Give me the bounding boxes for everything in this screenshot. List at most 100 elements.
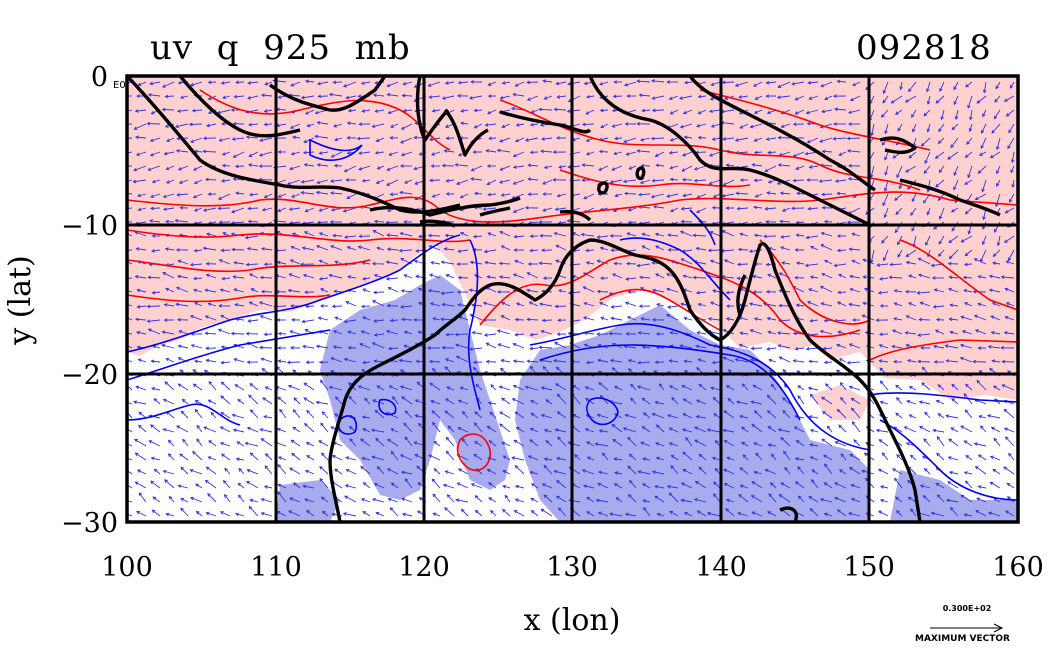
wind-vector-head [151,249,155,253]
wind-vector-head [612,438,617,443]
wind-vector-head [277,346,281,350]
wind-vector-head [401,317,405,322]
wind-vector-head [898,185,903,190]
wind-vector [723,137,735,140]
wind-vector [878,510,889,517]
wind-vector-head [527,177,532,181]
wind-vector [726,164,735,167]
wind-vector [259,347,273,349]
wind-vector-head [893,359,897,364]
wind-vector [542,179,553,185]
wind-vector-head [911,128,916,133]
wind-vector-head [624,413,629,418]
wind-vector-head [698,383,703,388]
wind-vector [755,95,763,100]
wind-vector [882,95,889,104]
wind-vector-head [614,136,618,141]
wind-vector [487,232,497,237]
wind-vector-head [304,290,308,295]
wind-vector-head [903,426,908,430]
wind-vector [881,235,889,244]
wind-vector [889,276,903,279]
wind-vector-head [290,245,295,250]
wind-vector-head [919,301,924,305]
wind-vector [974,258,987,265]
wind-vector-head [317,94,322,99]
wind-vector-head [567,331,572,336]
wind-vector-head [921,366,926,371]
wind-vector [987,414,1001,419]
wind-vector-head [122,512,125,515]
wind-vector [152,509,161,517]
wind-vector-head [836,234,841,238]
wind-vector-head [684,370,688,374]
wind-vector [656,164,665,167]
wind-vector-head [541,289,545,294]
wind-vector [796,262,805,265]
wind-vector-head [526,97,531,101]
wind-vector [278,360,287,363]
wind-vector-head [918,425,923,430]
wind-vector-head [348,425,353,430]
wind-vector [497,329,511,335]
wind-vector-head [555,383,559,387]
wind-vector-head [444,233,449,238]
wind-vector-head [681,177,686,182]
wind-vector-head [996,170,1000,175]
wind-vector-head [627,359,632,363]
wind-vector-head [221,152,226,156]
wind-vector [994,95,1001,103]
wind-vector [961,494,973,503]
wind-vector-head [179,369,184,373]
wind-vector-head [875,428,880,433]
wind-vector-head [852,82,856,87]
wind-vector [471,483,483,489]
wind-vector-head [765,289,770,294]
wind-vector [584,332,595,335]
wind-vector [852,81,861,86]
wind-vector [127,345,133,349]
wind-vector-head [977,275,982,279]
wind-vector-head [162,194,167,199]
wind-vector-head [414,414,419,418]
wind-vector [293,409,301,419]
wind-vector-head [826,425,831,430]
wind-vector [261,94,273,97]
wind-vector [500,165,511,171]
wind-vector [975,329,987,335]
wind-vector [194,302,203,307]
wind-vector [247,427,259,433]
wind-vector [670,178,679,181]
wind-vector [574,454,581,461]
wind-vector [698,109,707,115]
wind-vector [707,512,721,517]
wind-vector-head [358,167,363,171]
wind-vector-head [193,288,198,293]
wind-vector-head [427,346,431,350]
wind-vector [134,123,147,130]
wind-vector [976,95,987,104]
wind-vector [389,151,399,156]
wind-vector [995,193,1001,207]
wind-vector-head [596,235,601,239]
wind-vector-head [387,438,391,443]
wind-vector-head [848,247,853,252]
wind-vector [148,328,161,335]
wind-vector-head [725,508,729,512]
wind-vector-head [177,484,182,488]
wind-vector [387,438,399,447]
wind-vector-head [249,409,254,413]
wind-vector [541,387,553,391]
wind-vector-head [430,260,435,265]
wind-vector-head [823,454,827,459]
wind-vector-head [457,399,462,404]
wind-vector-head [343,357,348,362]
wind-vector [723,179,735,186]
wind-vector [222,151,231,156]
wind-vector [653,206,665,209]
wind-vector-head [764,206,769,211]
wind-vector [870,165,875,178]
wind-vector-head [175,149,180,153]
wind-vector-head [235,191,240,196]
wind-vector [810,429,819,433]
